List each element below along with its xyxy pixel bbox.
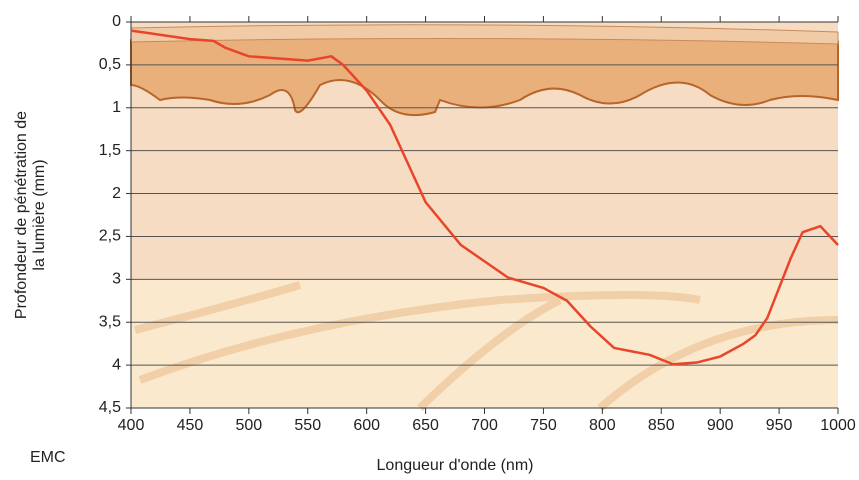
- x-tick-label: 800: [589, 417, 616, 434]
- x-tick-label: 450: [177, 417, 204, 434]
- x-tick-label: 750: [530, 417, 557, 434]
- y-tick-label: 0: [112, 13, 121, 30]
- y-axis-label-line: Profondeur de pénétration de: [13, 111, 30, 319]
- x-axis-label: Longueur d'onde (nm): [377, 457, 534, 474]
- epidermis-illustration: [130, 34, 839, 116]
- data-line: [130, 29, 839, 366]
- y-tick-label: 2: [112, 185, 121, 202]
- y-axis-label-line: la lumière (mm): [31, 159, 48, 270]
- y-tick-label: 3: [112, 271, 121, 288]
- y-tick-label: 4: [112, 356, 121, 373]
- x-tick-label: 600: [353, 417, 380, 434]
- y-tick-label: 2,5: [99, 228, 121, 245]
- stratum-corneum: [130, 24, 839, 45]
- x-tick-label: 500: [235, 417, 262, 434]
- y-axis-label: Profondeur de pénétration de la lumière …: [13, 111, 48, 319]
- x-tick-label: 650: [412, 417, 439, 434]
- x-tick-label: 850: [648, 417, 675, 434]
- x-tick-label: 900: [707, 417, 734, 434]
- y-tick-label: 1,5: [99, 142, 121, 159]
- y-tick-label: 1: [112, 99, 121, 116]
- x-tick-label: 400: [118, 417, 145, 434]
- x-tick-label: 550: [294, 417, 321, 434]
- y-tick-label: 4,5: [99, 399, 121, 416]
- x-tick-label: 700: [471, 417, 498, 434]
- y-tick-label: 3,5: [99, 313, 121, 330]
- x-tick-label: 950: [766, 417, 793, 434]
- x-tick-label: 1000: [820, 417, 856, 434]
- y-tick-label: 0,5: [99, 56, 121, 73]
- vessel-illustration: [133, 281, 839, 412]
- logo: EMC: [30, 449, 66, 466]
